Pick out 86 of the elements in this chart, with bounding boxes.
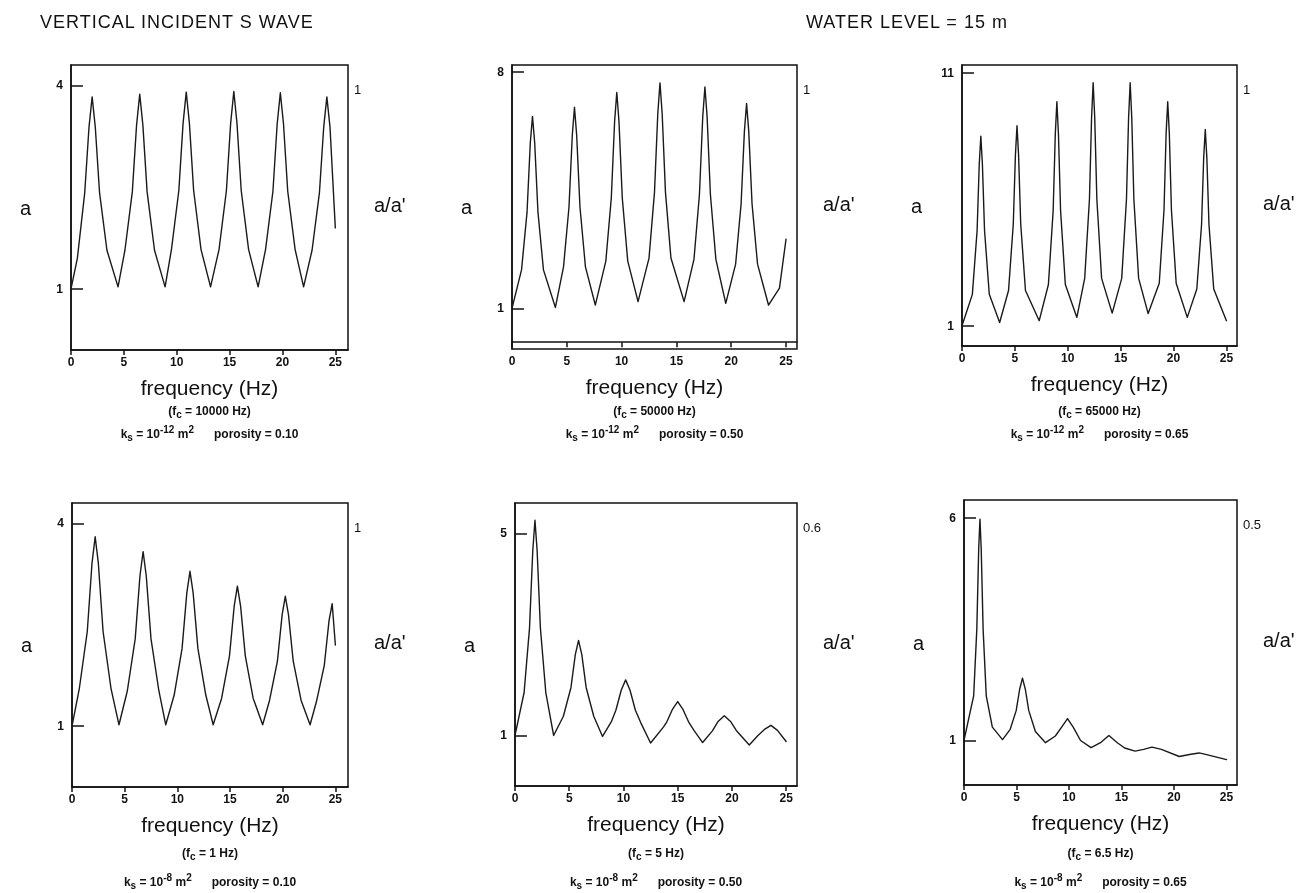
x-tick-label: 10	[1062, 790, 1076, 804]
y-tick-label: 6	[949, 510, 957, 525]
y-axis-title: a	[460, 196, 473, 218]
text: k$_{s}$ = 10$^{-8}$ m$^{2}$ porosity = 0.10	[123, 872, 297, 892]
y-axis-title: a	[910, 194, 923, 217]
x-tick-label: 15	[1113, 351, 1128, 365]
x-tick-label: 0	[67, 355, 75, 369]
y2-axis-title: a/a'	[823, 193, 855, 216]
x-tick-label: 25	[779, 791, 794, 805]
x-axis-title: frequency (Hz)	[587, 812, 725, 835]
x-tick-label: 20	[725, 791, 739, 805]
y-tick-label: 1	[500, 728, 508, 743]
x-tick-label: 25	[328, 792, 343, 806]
y-tick-label: 1	[949, 733, 957, 748]
x-tick-label: 0	[508, 354, 516, 368]
x-tick-label: 15	[222, 355, 237, 369]
x-tick-label: 15	[669, 354, 684, 368]
text: k$_{s}$ = 10$^{-12}$ m$^{2}$ porosity = 0.10	[120, 424, 299, 444]
x-tick-label: 5	[565, 791, 573, 805]
x-tick-label: 5	[1011, 351, 1019, 365]
text: (f$_{c}$ = 5 Hz)	[628, 846, 684, 863]
text: 1	[803, 82, 811, 98]
x-axis-title: frequency (Hz)	[141, 813, 279, 836]
text: k$_{s}$ = 10$^{-12}$ m$^{2}$ porosity = 0.50	[565, 424, 744, 444]
y-tick-label: 8	[497, 64, 505, 79]
x-tick-label: 5	[563, 354, 571, 368]
x-tick-label: 25	[328, 355, 343, 369]
x-axis-title: frequency (Hz)	[1030, 372, 1169, 395]
y-tick-label: 5	[500, 526, 508, 541]
text: k$_{s}$ = 10$^{-8}$ m$^{2}$ porosity = 0.65	[1014, 872, 1187, 892]
y2-axis-title: a/a'	[823, 630, 855, 654]
y-tick-label: 4	[56, 78, 64, 93]
x-axis-title: frequency (Hz)	[140, 376, 279, 399]
y-tick-label: 4	[57, 516, 65, 531]
x-tick-label: 10	[614, 354, 629, 368]
y2-axis-title: a/a'	[1263, 191, 1295, 215]
text: (f$_{c}$ = 10000 Hz)	[168, 404, 251, 421]
x-tick-label: 25	[1219, 351, 1234, 365]
y2-axis-title: a/a'	[1263, 628, 1295, 652]
y-tick-label: 11	[941, 65, 955, 80]
text: 1	[354, 520, 362, 536]
x-tick-label: 20	[276, 792, 290, 806]
y-axis-title: a	[19, 196, 32, 219]
x-axis-title: frequency (Hz)	[585, 375, 724, 398]
x-tick-label: 20	[275, 355, 290, 369]
x-tick-label: 25	[779, 354, 794, 368]
x-tick-label: 0	[960, 790, 968, 804]
x-tick-label: 15	[671, 791, 685, 805]
x-tick-label: 10	[170, 792, 185, 806]
y-axis-title: a	[20, 634, 33, 656]
x-tick-label: 20	[1167, 790, 1181, 804]
y-axis-title: a	[463, 633, 476, 656]
text: 1	[354, 82, 362, 98]
x-tick-label: 5	[121, 792, 129, 806]
x-tick-label: 20	[1166, 351, 1181, 365]
y2-axis-title: a/a'	[374, 193, 406, 217]
y-tick-label: 1	[497, 301, 505, 316]
y2-axis-title: a/a'	[374, 631, 406, 654]
text: 0.6	[803, 519, 822, 535]
text: k$_{s}$ = 10$^{-8}$ m$^{2}$ porosity = 0.50	[569, 872, 743, 892]
x-tick-label: 25	[1219, 790, 1234, 804]
y-tick-label: 1	[947, 318, 955, 333]
text: k$_{s}$ = 10$^{-12}$ m$^{2}$ porosity = 0.65	[1010, 424, 1189, 444]
text: 0.5	[1243, 517, 1262, 533]
x-tick-label: 15	[223, 792, 238, 806]
text: 1	[1243, 81, 1251, 97]
y-tick-label: 1	[56, 281, 64, 296]
x-tick-label: 15	[1114, 790, 1129, 804]
text: (f$_{c}$ = 50000 Hz)	[613, 404, 696, 421]
x-tick-label: 10	[170, 355, 184, 369]
x-tick-label: 10	[1061, 351, 1075, 365]
text: (f$_{c}$ = 6.5 Hz)	[1067, 846, 1134, 863]
x-tick-label: 0	[958, 351, 966, 365]
chart-title: VERTICAL INCIDENT S WAVE	[40, 12, 314, 33]
x-tick-label: 10	[616, 791, 631, 805]
x-axis-title: frequency (Hz)	[1031, 811, 1170, 834]
text: (f$_{c}$ = 1 Hz)	[182, 846, 238, 863]
y-tick-label: 1	[57, 719, 65, 734]
chart-title: WATER LEVEL = 15 m	[806, 12, 1008, 33]
text: (f$_{c}$ = 65000 Hz)	[1058, 404, 1141, 421]
x-tick-label: 5	[1013, 790, 1021, 804]
x-tick-label: 5	[120, 355, 128, 369]
x-tick-label: 0	[68, 792, 76, 806]
x-tick-label: 0	[511, 791, 519, 805]
x-tick-label: 20	[724, 354, 739, 368]
y-axis-title: a	[912, 631, 925, 654]
